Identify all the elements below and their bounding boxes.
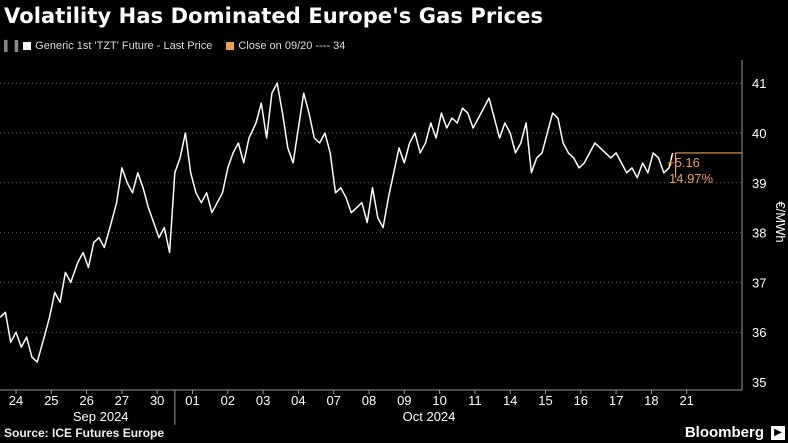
legend-ref-label: Close on 09/20 ---- 34 xyxy=(238,40,346,52)
x-tick-label: 07 xyxy=(326,393,340,408)
x-tick-label: 21 xyxy=(679,393,693,408)
legend-grip-icon: ▌▐ xyxy=(4,40,19,52)
x-tick-label: 10 xyxy=(432,393,446,408)
chart-title: Volatility Has Dominated Europe's Gas Pr… xyxy=(4,4,544,28)
y-axis-label: €/MWh xyxy=(773,201,788,242)
x-tick-label: 02 xyxy=(221,393,235,408)
change-pct-label: 14.97% xyxy=(669,171,714,186)
y-tick-label: 35 xyxy=(752,375,766,390)
x-tick-label: 16 xyxy=(574,393,588,408)
x-tick-label: 08 xyxy=(362,393,376,408)
y-tick-label: 38 xyxy=(752,226,766,241)
source-note: Source: ICE Futures Europe xyxy=(4,426,165,440)
x-tick-label: 01 xyxy=(185,393,199,408)
legend-ref-swatch xyxy=(226,42,235,50)
legend: ▌▐ Generic 1st 'TZT' Future - Last Price… xyxy=(4,40,345,52)
x-tick-label: 17 xyxy=(609,393,623,408)
bloomberg-terminal-icon: ▶ xyxy=(771,426,785,440)
legend-series-label: Generic 1st 'TZT' Future - Last Price xyxy=(35,40,213,52)
x-tick-label: 03 xyxy=(256,393,270,408)
x-tick-label: 25 xyxy=(44,393,58,408)
legend-series-swatch xyxy=(23,42,32,50)
x-tick-label: 27 xyxy=(115,393,129,408)
change-value-label: +5.16 xyxy=(667,155,700,170)
brand-logo: Bloomberg xyxy=(684,424,764,441)
y-tick-label: 36 xyxy=(752,325,766,340)
y-tick-label: 37 xyxy=(752,275,766,290)
month-label: Sep 2024 xyxy=(73,409,129,424)
x-tick-label: 26 xyxy=(79,393,93,408)
x-tick-label: 18 xyxy=(644,393,658,408)
x-tick-label: 09 xyxy=(397,393,411,408)
x-tick-label: 04 xyxy=(291,393,305,408)
month-label: Oct 2024 xyxy=(403,409,456,424)
y-tick-label: 40 xyxy=(752,126,766,141)
y-tick-label: 39 xyxy=(752,176,766,191)
x-tick-label: 11 xyxy=(468,393,482,408)
y-tick-label: 41 xyxy=(752,76,766,91)
x-tick-label: 30 xyxy=(150,393,164,408)
x-tick-label: 15 xyxy=(538,393,552,408)
x-tick-label: 24 xyxy=(9,393,23,408)
x-tick-label: 14 xyxy=(503,393,517,408)
price-series-line xyxy=(0,82,674,363)
